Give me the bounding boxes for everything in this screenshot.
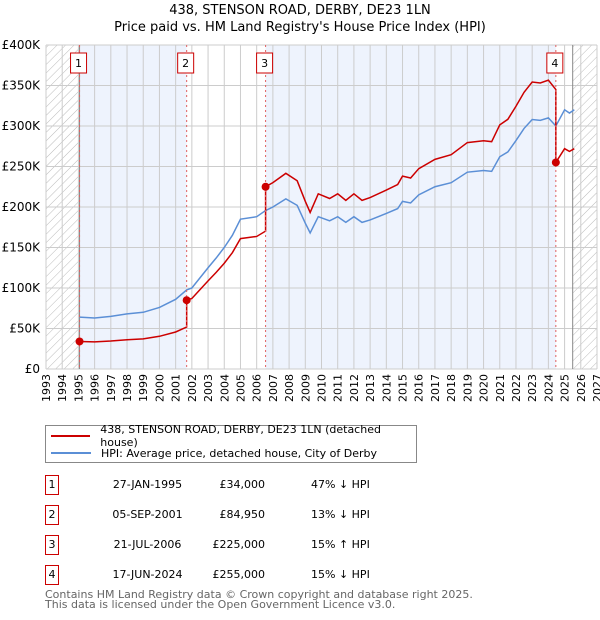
x-tick-label: 1993 — [40, 374, 53, 402]
plot-area: 1 2 3 4 1993 1994 1995 1996 1997 1998 1999 2000 2001… — [2, 38, 600, 402]
sale-badge — [546, 52, 564, 74]
sale-row: 4 17-JUN-2024 £255,000 15% ↓ HPI — [45, 565, 445, 585]
sale-number-badge: 3 — [45, 535, 59, 555]
sale-badge-label: 3 — [261, 57, 268, 70]
x-tick-label: 2001 — [170, 374, 183, 402]
x-tick-label: 2022 — [510, 374, 523, 402]
chart-title: 438, STENSON ROAD, DERBY, DE23 1LN — [169, 3, 431, 18]
x-tick-label: 2026 — [575, 374, 588, 402]
legend-swatch-red — [51, 435, 91, 437]
sale-price: £34,000 — [219, 478, 266, 491]
sale-hpi-diff: 15% ↓ HPI — [311, 568, 370, 581]
sale-date: 21-JUL-2006 — [113, 538, 182, 551]
footer: Contains HM Land Registry data © Crown c… — [45, 588, 473, 611]
x-tick-label: 2019 — [461, 374, 474, 402]
y-tick-label: £50K — [9, 322, 41, 336]
x-tick-label: 2007 — [267, 374, 280, 402]
legend-label: 438, STENSON ROAD, DERBY, DE23 1LN (deta… — [100, 423, 381, 449]
sale-point — [261, 182, 270, 191]
y-tick-label: £300K — [2, 119, 42, 133]
x-tick-label: 2021 — [494, 374, 507, 402]
x-tick-label: 2000 — [153, 374, 166, 402]
x-tick-label: 2004 — [218, 374, 231, 402]
sale-badge-label: 4 — [551, 57, 558, 70]
y-tick-label: £200K — [2, 200, 42, 214]
sale-hpi-diff: 13% ↓ HPI — [311, 508, 370, 521]
sale-badge — [256, 52, 274, 74]
x-tick-label: 2008 — [283, 374, 296, 402]
footer-line2: This data is licensed under the Open Gov… — [45, 598, 396, 611]
sale-hpi-diff: 15% ↑ HPI — [311, 538, 370, 551]
y-tick-label: £350K — [2, 79, 42, 93]
sale-row: 1 27-JAN-1995 £34,000 47% ↓ HPI — [45, 475, 445, 495]
x-tick-label: 2015 — [397, 374, 410, 402]
x-tick-label: 2025 — [559, 374, 572, 402]
sale-badge-label: 1 — [75, 57, 82, 70]
x-tick-label: 2006 — [251, 374, 264, 402]
sale-badge-label: 2 — [182, 57, 189, 70]
x-tick-label: 1999 — [137, 374, 150, 402]
x-tick-label: 2023 — [526, 374, 539, 402]
sale-price: £225,000 — [212, 538, 266, 551]
sale-point — [551, 158, 560, 167]
x-tick-label: 2027 — [591, 374, 600, 402]
legend: 438, STENSON ROAD, DERBY, DE23 1LN (deta… — [45, 423, 417, 463]
x-tick-label: 2016 — [413, 374, 426, 402]
sale-price: £84,950 — [219, 508, 266, 521]
x-tick-label: 2002 — [186, 374, 199, 402]
sale-date: 17-JUN-2024 — [112, 568, 183, 581]
sale-number-badge: 1 — [45, 475, 59, 495]
legend-swatch-blue — [51, 452, 91, 454]
sale-point — [182, 296, 191, 305]
x-tick-label: 1998 — [121, 374, 134, 402]
x-tick-label: 2020 — [478, 374, 491, 402]
sale-date: 05-SEP-2001 — [112, 508, 183, 521]
x-tick-label: 1994 — [56, 374, 69, 402]
x-tick-label: 2012 — [348, 374, 361, 402]
chart-subtitle: Price paid vs. HM Land Registry's House … — [114, 20, 486, 35]
sale-row: 3 21-JUL-2006 £225,000 15% ↑ HPI — [45, 535, 445, 555]
x-tick-label: 2005 — [234, 374, 247, 402]
x-tick-label: 2011 — [332, 374, 345, 402]
x-tick-label: 2013 — [364, 374, 377, 402]
x-tick-label: 2003 — [202, 374, 215, 402]
y-tick-label: £100K — [2, 281, 42, 295]
x-tick-label: 2017 — [429, 374, 442, 402]
sale-date: 27-JAN-1995 — [112, 478, 183, 491]
sale-badge — [70, 52, 88, 74]
sale-number-badge: 4 — [45, 565, 59, 585]
legend-item-hpi: HPI: Average price, detached house, City… — [51, 445, 377, 461]
footer-line1: Contains HM Land Registry data © Crown c… — [45, 588, 473, 601]
x-tick-label: 2009 — [299, 374, 312, 402]
x-tick-label: 1995 — [72, 374, 85, 402]
x-tick-label: 2014 — [380, 374, 393, 402]
sale-hpi-diff: 47% ↓ HPI — [311, 478, 370, 491]
y-tick-label: £400K — [2, 38, 42, 52]
y-tick-label: £0 — [25, 362, 40, 376]
sale-badge — [177, 52, 195, 74]
sale-price: £255,000 — [212, 568, 266, 581]
sale-number-badge: 2 — [45, 505, 59, 525]
sale-row: 2 05-SEP-2001 £84,950 13% ↓ HPI — [45, 505, 445, 525]
y-tick-label: £250K — [2, 160, 42, 174]
x-tick-label: 2010 — [316, 374, 329, 402]
y-tick-label: £150K — [2, 241, 42, 255]
x-tick-label: 1996 — [89, 374, 102, 402]
x-tick-label: 2018 — [445, 374, 458, 402]
legend-item-property: 438, STENSON ROAD, DERBY, DE23 1LN (deta… — [51, 423, 416, 449]
x-tick-label: 2024 — [542, 374, 555, 402]
x-tick-label: 1997 — [105, 374, 118, 402]
hpi-line — [79, 108, 575, 319]
sale-point — [75, 337, 84, 346]
legend-label: HPI: Average price, detached house, City… — [101, 446, 378, 460]
